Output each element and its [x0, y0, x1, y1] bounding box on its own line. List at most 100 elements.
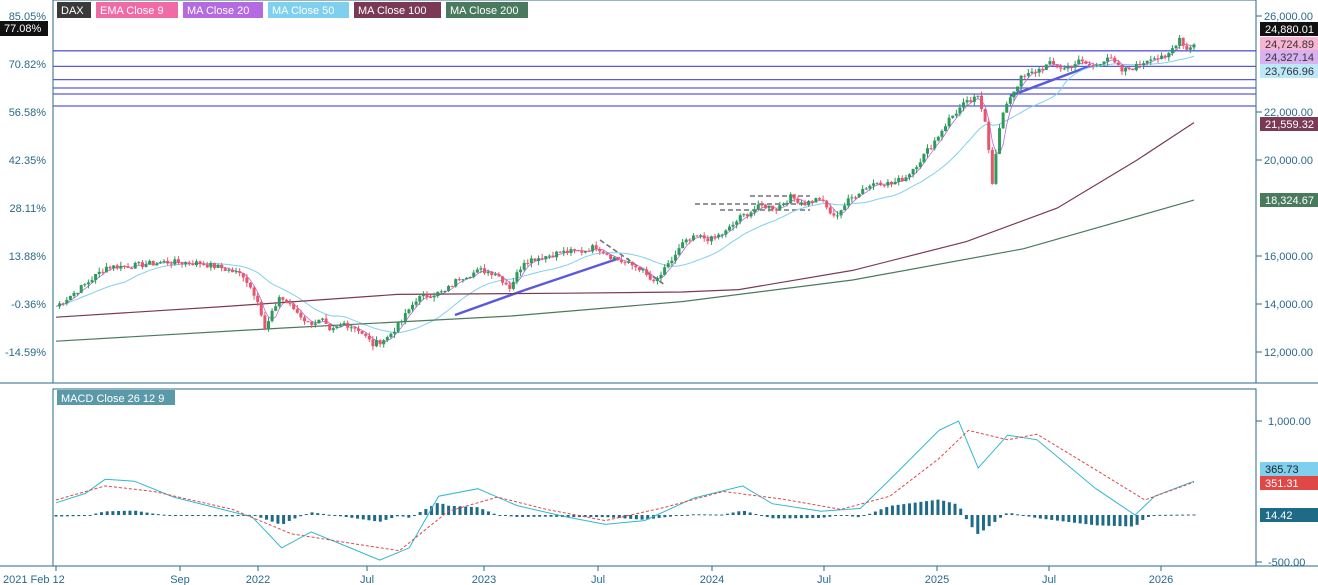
macd-histogram-bar	[60, 515, 64, 517]
price-tick: 26,000.00	[1264, 11, 1313, 23]
candle-body	[104, 266, 108, 273]
macd-histogram-bar	[173, 515, 177, 516]
candle-body	[1005, 103, 1009, 113]
current-percent-label: 77.08%	[4, 23, 42, 35]
macd-histogram-bar	[293, 515, 297, 519]
candle-body	[475, 269, 479, 273]
macd-histogram-bar	[1073, 515, 1077, 523]
candle-body	[58, 303, 62, 307]
macd-histogram-bar	[441, 503, 445, 515]
macd-histogram-bar	[799, 515, 803, 519]
last-value-label-1: 24,724.89	[1265, 39, 1314, 51]
macd-histogram-bar	[993, 515, 997, 522]
macd-histogram-bar	[1027, 515, 1031, 517]
macd-histogram-bar	[481, 509, 485, 515]
macd-histogram-bar	[543, 515, 547, 517]
candle-body	[821, 199, 825, 201]
candle-body	[266, 321, 270, 330]
candle-body	[623, 262, 627, 264]
macd-histogram-bar	[236, 515, 240, 516]
candle-body	[465, 277, 469, 280]
candle-body	[230, 269, 234, 273]
macd-histogram-bar	[1152, 515, 1156, 516]
candle-body	[371, 339, 375, 347]
candle-body	[562, 250, 566, 253]
candle-body	[630, 261, 634, 266]
candle-body	[194, 261, 198, 266]
candle-body	[418, 296, 422, 302]
candle-body	[771, 205, 775, 210]
macd-histogram-bar	[509, 515, 513, 517]
macd-histogram-bar	[555, 515, 559, 517]
macd-histogram-bar	[213, 515, 217, 517]
macd-histogram-bar	[247, 514, 251, 516]
candle-body	[191, 263, 195, 266]
candle-body	[558, 251, 562, 253]
candle-body	[972, 96, 976, 102]
percent-tick: 85.05%	[9, 11, 47, 23]
candle-body	[1156, 58, 1160, 60]
candle-body	[1016, 86, 1020, 92]
macd-histogram-bar	[913, 502, 917, 515]
macd-histogram-bar	[703, 514, 707, 516]
time-tick: Jul	[360, 574, 374, 585]
candle-body	[400, 321, 404, 323]
macd-histogram-bar	[811, 515, 815, 519]
candle-body	[731, 224, 735, 227]
time-tick: Jul	[591, 574, 605, 585]
macd-histogram-bar	[435, 503, 439, 515]
candle-body	[886, 181, 890, 186]
macd-histogram-bar	[868, 513, 872, 515]
macd-histogram-bar	[333, 515, 337, 516]
macd-value-box-0	[1260, 462, 1318, 476]
macd-histogram-bar	[202, 515, 206, 517]
last-value-label-0: 24,880.01	[1265, 24, 1314, 36]
candle-body	[328, 323, 332, 331]
candle-body	[789, 194, 793, 203]
macd-histogram-bar	[714, 514, 718, 516]
macd-histogram-bar	[82, 515, 86, 517]
candle-body	[580, 250, 584, 253]
candle-body	[1073, 64, 1077, 68]
candle-body	[720, 234, 724, 236]
macd-histogram-bar	[151, 513, 155, 515]
candle-body	[1008, 97, 1012, 104]
macd-histogram-bar	[640, 515, 644, 520]
macd-histogram-bar	[156, 514, 160, 516]
candle-body	[810, 201, 814, 203]
candle-body	[187, 262, 191, 264]
trendline-2	[1009, 64, 1091, 98]
macd-histogram-bar	[265, 515, 269, 520]
macd-histogram-bar	[378, 515, 382, 522]
macd-histogram-bar	[105, 511, 109, 515]
macd-histogram-bar	[350, 515, 354, 518]
candle-body	[1178, 37, 1182, 46]
candle-body	[796, 198, 800, 204]
macd-histogram-bar	[196, 515, 200, 516]
price-candles	[58, 34, 1196, 351]
candle-body	[947, 117, 951, 127]
macd-histogram-bar	[851, 515, 855, 517]
macd-histogram-bar	[1158, 514, 1162, 516]
candle-body	[324, 318, 328, 324]
candle-body	[792, 194, 796, 199]
candle-body	[1041, 68, 1045, 70]
macd-histogram-bar	[839, 515, 843, 516]
macd-histogram-bar	[822, 515, 826, 518]
macd-histogram-bar	[1124, 515, 1128, 527]
macd-histogram-bar	[1061, 515, 1065, 522]
ma50-line	[55, 55, 1195, 334]
candle-body	[871, 183, 875, 186]
macd-histogram-bar	[111, 511, 115, 515]
macd-histogram-bar	[976, 515, 980, 534]
macd-histogram-bar	[299, 515, 303, 517]
macd-histogram-bar	[538, 515, 542, 517]
candle-body	[681, 242, 685, 249]
candle-body	[648, 274, 652, 280]
macd-histogram-bar	[1090, 515, 1094, 525]
candle-body	[835, 215, 839, 217]
candle-body	[209, 262, 213, 268]
candle-body	[702, 235, 706, 239]
macd-histogram-bar	[321, 513, 325, 515]
candle-body	[976, 95, 980, 97]
